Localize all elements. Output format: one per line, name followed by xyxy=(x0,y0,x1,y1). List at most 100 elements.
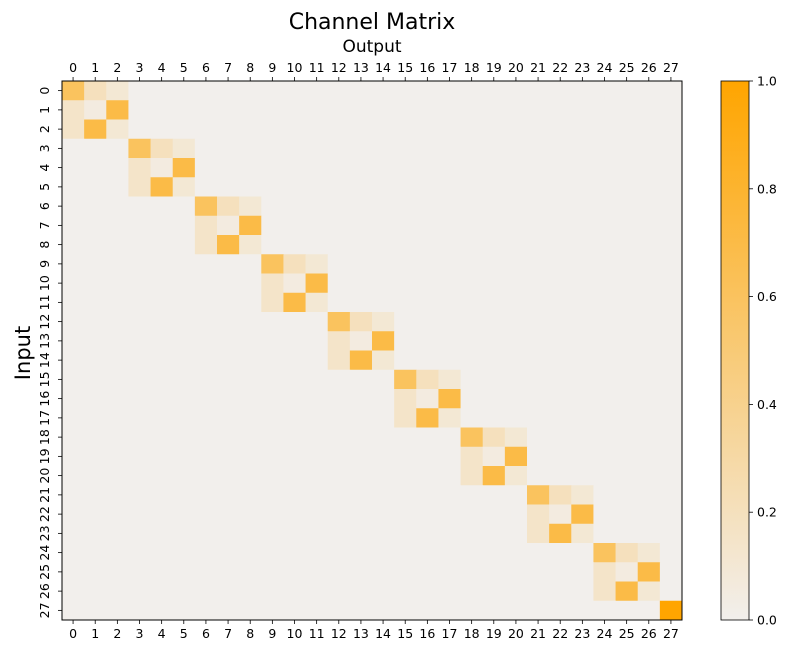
heatmap-cell xyxy=(394,389,417,409)
heatmap-cell xyxy=(438,446,461,467)
heatmap-cell xyxy=(217,600,240,621)
heatmap-cell xyxy=(150,350,174,371)
heatmap-cell xyxy=(217,389,240,409)
heatmap-cell xyxy=(261,292,284,313)
heatmap-cell xyxy=(327,177,351,197)
heatmap-cell xyxy=(194,389,218,409)
heatmap-cell xyxy=(549,273,572,294)
heatmap-cell xyxy=(460,408,484,428)
heatmap-cell xyxy=(527,273,550,294)
colorbar-tick-label: 0.8 xyxy=(757,181,777,196)
heatmap-cell xyxy=(239,350,262,371)
heatmap-cell xyxy=(394,408,417,428)
heatmap-cell xyxy=(84,485,107,505)
heatmap-cell xyxy=(283,312,306,332)
heatmap-cell xyxy=(527,331,550,351)
heatmap-cell xyxy=(239,504,262,525)
heatmap-cell xyxy=(172,138,196,159)
heatmap-cell xyxy=(637,235,661,255)
heatmap-cell xyxy=(84,389,107,409)
heatmap-cell xyxy=(128,138,151,159)
heatmap-cell xyxy=(460,292,484,313)
heatmap-cell xyxy=(482,235,506,255)
heatmap-cell xyxy=(239,196,262,217)
heatmap-cell xyxy=(527,581,550,602)
heatmap-cell xyxy=(172,427,196,448)
x-tick-label-top: 12 xyxy=(331,60,347,75)
heatmap-cell xyxy=(128,292,151,313)
colorbar-tick-label: 0.2 xyxy=(757,505,777,520)
heatmap-cell xyxy=(615,273,639,294)
heatmap-cell xyxy=(172,389,196,409)
heatmap-cell xyxy=(593,81,616,101)
heatmap-cell xyxy=(637,466,661,486)
heatmap-cell xyxy=(239,138,262,159)
heatmap-cell xyxy=(172,581,196,602)
heatmap-cell xyxy=(637,100,661,120)
heatmap-cell xyxy=(239,389,262,409)
heatmap-cell xyxy=(150,158,174,178)
heatmap-cell xyxy=(504,408,528,428)
heatmap-cell xyxy=(327,389,351,409)
heatmap-cell xyxy=(482,389,506,409)
heatmap-cell xyxy=(172,504,196,525)
heatmap-cell xyxy=(482,119,506,140)
heatmap-cell xyxy=(128,254,151,274)
heatmap-cell xyxy=(438,523,461,544)
heatmap-cell xyxy=(327,350,351,371)
y-ticks: 0123456789101112131415161718192021222324… xyxy=(37,87,62,618)
heatmap-cell xyxy=(593,446,616,467)
heatmap-cell xyxy=(349,292,373,313)
heatmap-cell xyxy=(593,581,616,602)
heatmap-cell xyxy=(128,389,151,409)
heatmap-cell xyxy=(106,119,129,140)
heatmap-cell xyxy=(128,350,151,371)
heatmap-cell xyxy=(460,504,484,525)
heatmap-cell xyxy=(194,581,218,602)
heatmap-cell xyxy=(106,543,129,563)
heatmap-cell xyxy=(394,158,417,178)
heatmap-cell xyxy=(172,254,196,274)
heatmap-cell xyxy=(460,254,484,274)
heatmap-cell xyxy=(571,235,594,255)
heatmap-cell xyxy=(659,177,683,197)
heatmap-cell xyxy=(549,523,572,544)
x-tick-label-bottom: 6 xyxy=(202,626,210,641)
x-tick-label-bottom: 17 xyxy=(442,626,458,641)
heatmap-cell xyxy=(106,523,129,544)
heatmap-cell xyxy=(460,312,484,332)
heatmap-cell xyxy=(327,427,351,448)
heatmap-cell xyxy=(283,292,306,313)
heatmap-cell xyxy=(217,485,240,505)
heatmap-cell xyxy=(438,600,461,621)
x-tick-label-top: 24 xyxy=(597,60,613,75)
x-tick-label-bottom: 12 xyxy=(331,626,347,641)
heatmap-cell xyxy=(637,600,661,621)
heatmap-cell xyxy=(438,312,461,332)
heatmap-cell xyxy=(239,119,262,140)
heatmap-cell xyxy=(349,427,373,448)
heatmap-cell xyxy=(239,235,262,255)
heatmap-cell xyxy=(150,446,174,467)
heatmap-cell xyxy=(261,254,284,274)
heatmap-cell xyxy=(128,273,151,294)
heatmap-cell xyxy=(615,389,639,409)
x-tick-label-top: 7 xyxy=(224,60,232,75)
heatmap-cell xyxy=(416,196,439,217)
y-tick-label: 24 xyxy=(37,545,52,561)
heatmap-cell xyxy=(659,158,683,178)
heatmap-cell xyxy=(327,119,351,140)
x-tick-label-bottom: 22 xyxy=(552,626,568,641)
heatmap-cell xyxy=(239,466,262,486)
heatmap-cell xyxy=(438,158,461,178)
heatmap-cell xyxy=(283,446,306,467)
heatmap-cell xyxy=(327,312,351,332)
heatmap-cell xyxy=(504,446,528,467)
heatmap-cell xyxy=(84,427,107,448)
heatmap-cell xyxy=(261,100,284,120)
heatmap-cell xyxy=(106,158,129,178)
heatmap-cell xyxy=(549,408,572,428)
heatmap-cell xyxy=(62,177,85,197)
heatmap-cell xyxy=(504,562,528,582)
x-tick-label-bottom: 11 xyxy=(309,626,325,641)
